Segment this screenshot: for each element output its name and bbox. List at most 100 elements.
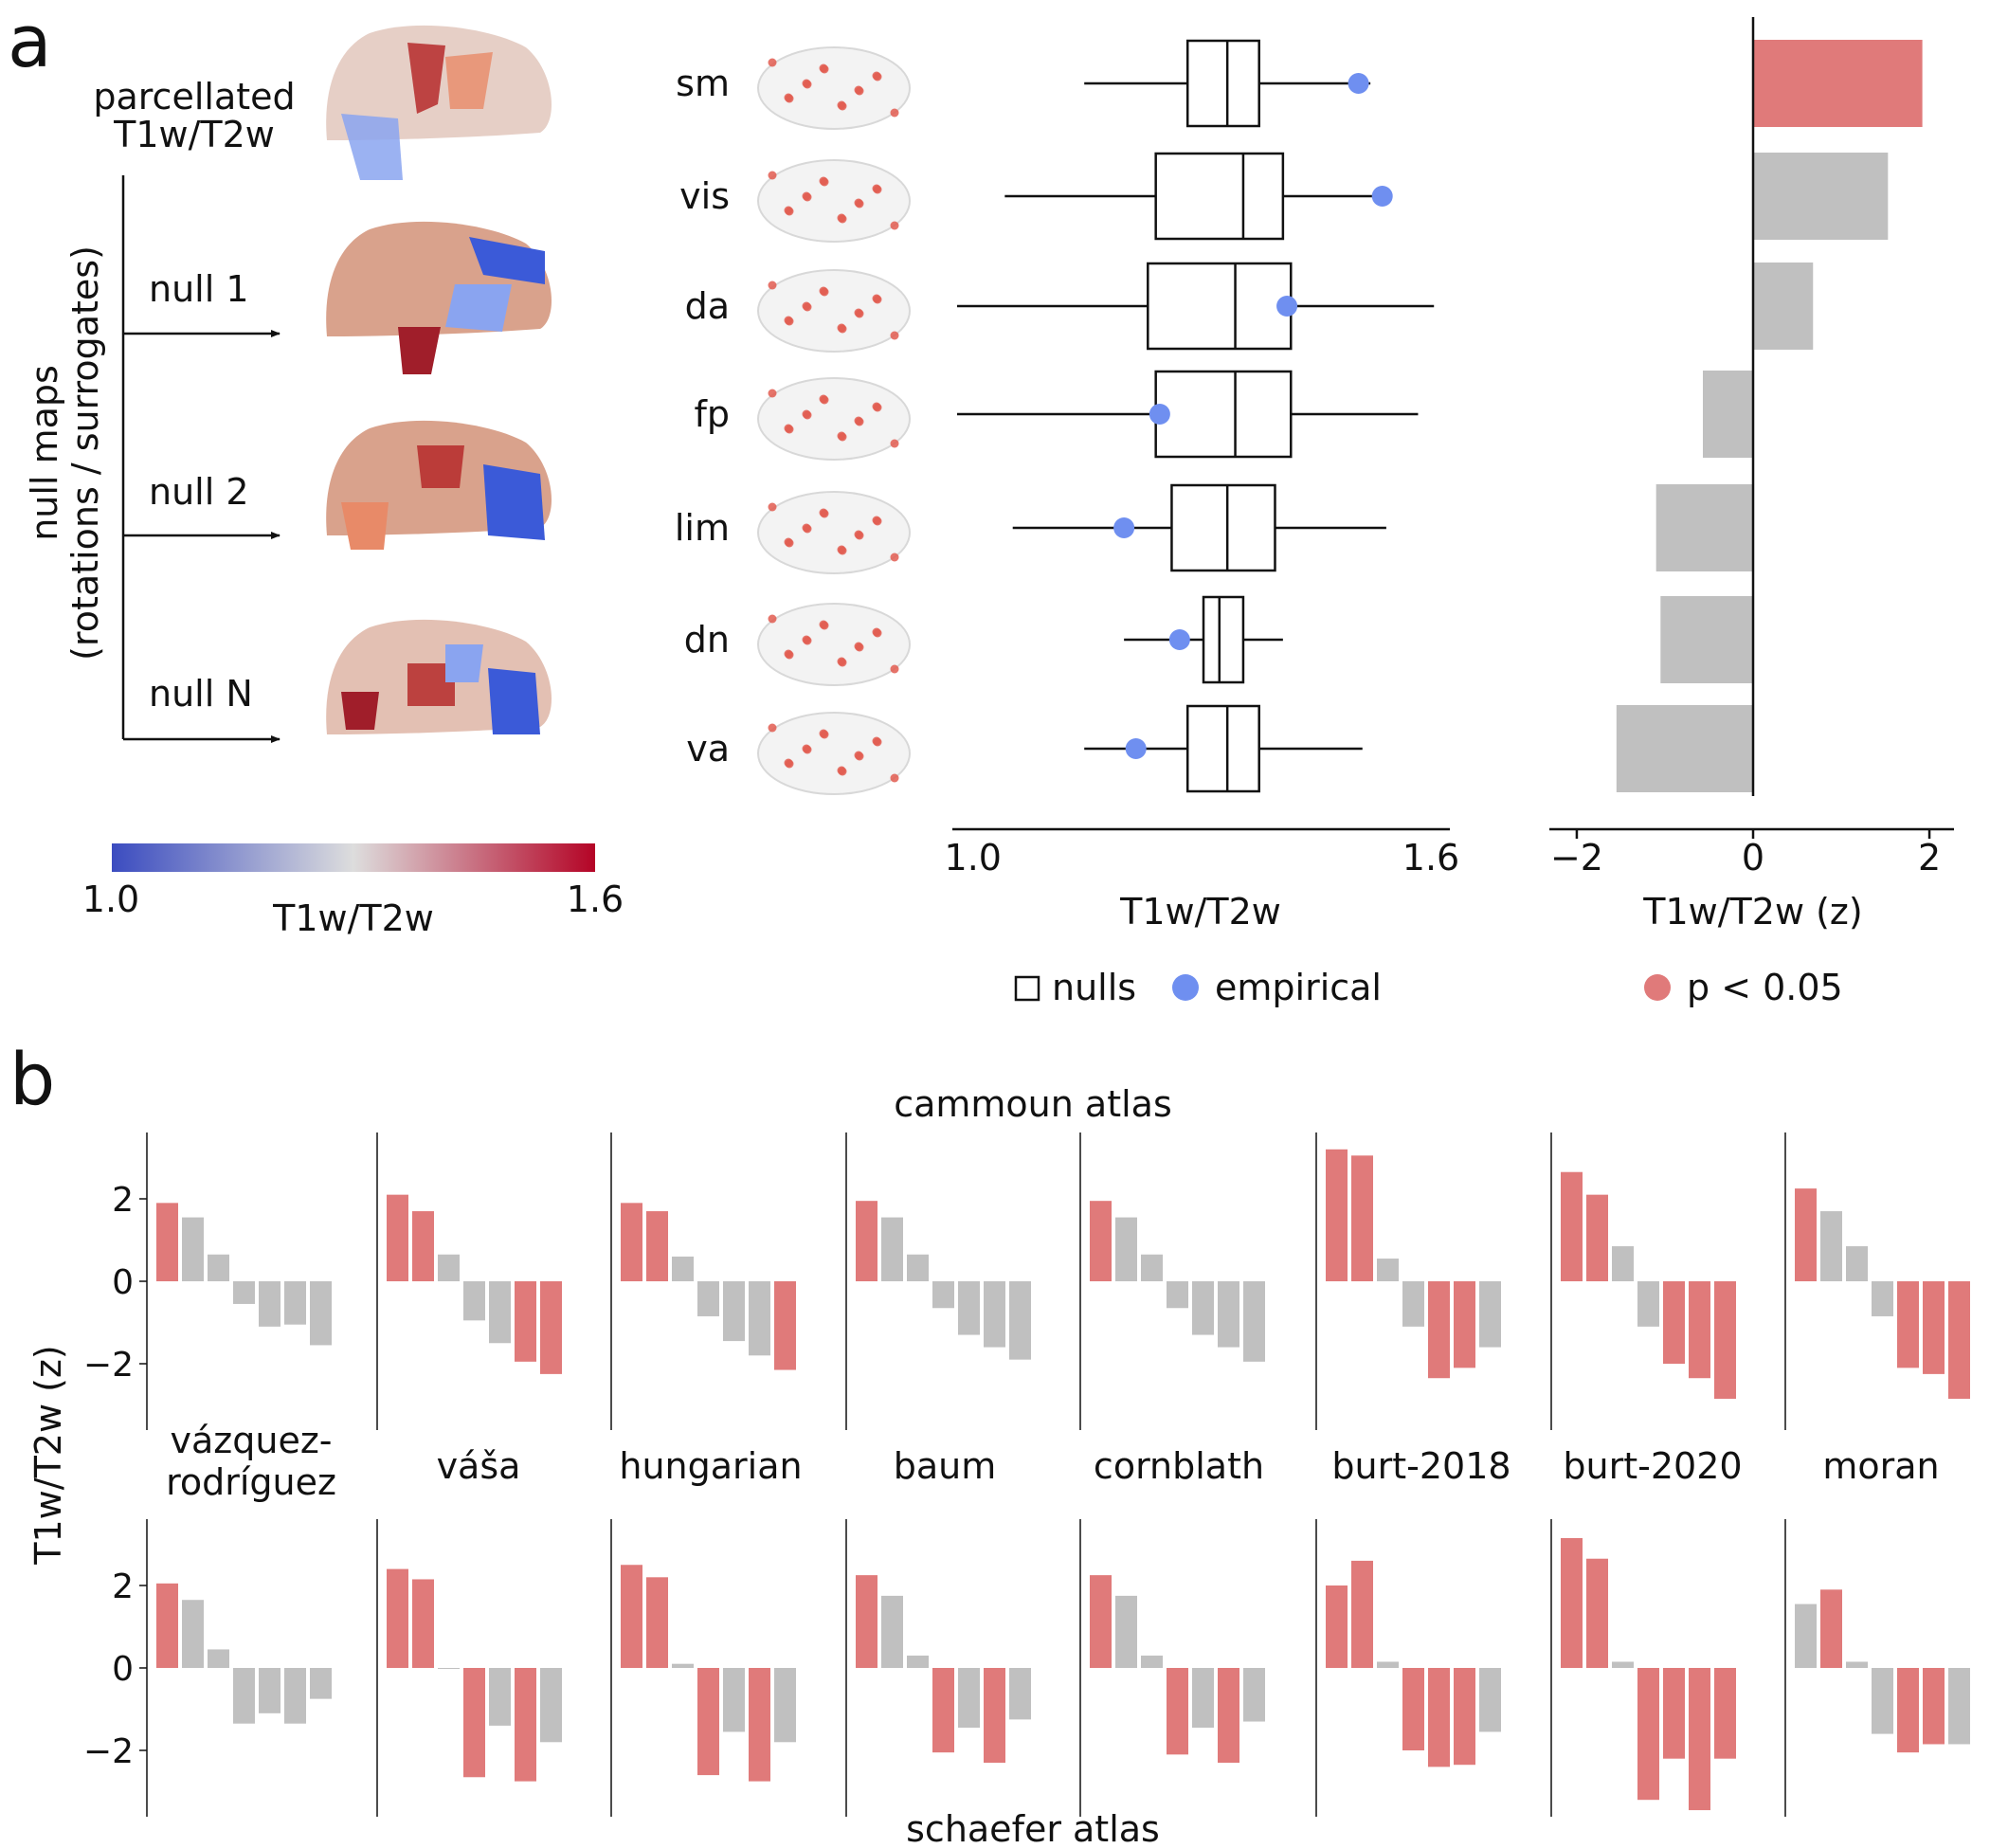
schaefer-bar-vis: [412, 1579, 434, 1668]
schaefer-bar-sm: [387, 1568, 408, 1668]
method-label-1-line1: vázquez-: [171, 1420, 333, 1461]
network-dot: [784, 649, 793, 659]
schaefer-bar-sm: [156, 1583, 178, 1668]
cammoun-bar-lim: [259, 1281, 280, 1327]
significance-legend: p < 0.05: [1644, 967, 1843, 1008]
empirical-point-sm: [1348, 73, 1369, 94]
schaefer-bar-dn: [1218, 1668, 1239, 1764]
cammoun-bar-sm: [856, 1201, 877, 1281]
box-fp: [1154, 370, 1293, 459]
network-dot: [890, 773, 899, 783]
network-dot: [854, 642, 863, 651]
legend-empirical-marker: [1172, 974, 1199, 1001]
brain-outline: [757, 269, 911, 353]
brain-outline: [757, 377, 911, 461]
schaefer-bar-da: [438, 1668, 460, 1669]
schaefer-bar-da: [1612, 1661, 1634, 1668]
cammoun-bar-da: [438, 1254, 460, 1281]
null-2-label: null 2: [149, 471, 249, 513]
cammoun-bar-sm: [1795, 1188, 1817, 1281]
schaefer-bar-dn: [284, 1668, 306, 1724]
cammoun-bar-sm: [1090, 1201, 1112, 1281]
cammoun-bar-va: [1714, 1281, 1736, 1399]
empirical-point-vis: [1371, 186, 1393, 207]
network-dot: [784, 316, 793, 325]
schaefer-bar-vis: [182, 1600, 204, 1668]
network-dot: [837, 431, 846, 441]
cammoun-bar-va: [1009, 1281, 1031, 1360]
schaefer-bar-sm: [1561, 1537, 1583, 1668]
schaefer-bar-fp: [1872, 1668, 1893, 1734]
network-brain-icon-lim: [757, 491, 911, 574]
schaefer-bar-fp: [1402, 1668, 1424, 1750]
cammoun-bar-fp: [1167, 1281, 1188, 1309]
schaefer-bar-va: [1948, 1668, 1970, 1745]
cammoun-bar-lim: [1897, 1281, 1919, 1368]
schaefer-bar-fp: [1167, 1668, 1188, 1755]
schaefer-bar-dn: [1454, 1668, 1475, 1766]
network-dot: [819, 620, 828, 629]
network-dot: [802, 409, 811, 419]
schaefer-bar-va: [1243, 1668, 1265, 1722]
network-dot: [837, 213, 846, 223]
network-dot: [768, 171, 777, 180]
cammoun-bar-va: [774, 1281, 796, 1370]
network-dot: [890, 108, 899, 118]
schaefer-bar-vis: [646, 1577, 668, 1668]
brain-title-line2: T1w/T2w: [113, 114, 275, 155]
schaefer-bar-sm: [856, 1575, 877, 1668]
schaefer-atlas-title: schaefer atlas: [906, 1808, 1160, 1848]
cammoun-bar-dn: [1218, 1281, 1239, 1348]
network-label-fp: fp: [695, 393, 731, 435]
network-label-da: da: [685, 285, 730, 327]
network-dot: [890, 439, 899, 448]
cammoun-bar-vis: [1351, 1155, 1373, 1281]
schaefer-bar-lim: [259, 1668, 280, 1713]
network-dot: [819, 508, 828, 517]
schaefer-bar-da: [1846, 1661, 1868, 1668]
network-dot: [837, 657, 846, 666]
cammoun-bar-lim: [1192, 1281, 1214, 1335]
boxplot-x-axis-label: T1w/T2w: [1119, 891, 1281, 933]
schaefer-y-tick-label: 0: [112, 1650, 134, 1689]
network-dot: [854, 416, 863, 426]
cammoun-y-tick-label: 0: [112, 1263, 134, 1302]
cammoun-bar-fp: [1637, 1281, 1659, 1327]
cammoun-bar-fp: [233, 1281, 255, 1304]
null-n-label: null N: [149, 673, 253, 715]
colorbar-min-label: 1.0: [82, 879, 139, 920]
network-dot: [872, 71, 881, 81]
cammoun-bar-sm: [156, 1203, 178, 1281]
empirical-point-va: [1125, 738, 1147, 759]
method-label-5: cornblath: [1094, 1445, 1264, 1487]
network-dot: [872, 294, 881, 303]
cammoun-bar-vis: [412, 1211, 434, 1281]
panel-label-b: b: [9, 1037, 55, 1121]
schaefer-bar-fp: [1637, 1668, 1659, 1801]
colorbar-label: T1w/T2w: [272, 897, 434, 939]
network-dot: [819, 729, 828, 738]
cammoun-bar-va: [540, 1281, 562, 1374]
method-label-6: burt-2018: [1331, 1445, 1511, 1487]
brain-null-1: [326, 221, 552, 374]
network-dot: [784, 206, 793, 215]
network-dot: [837, 766, 846, 775]
schaefer-bar-fp: [932, 1668, 954, 1753]
schaefer-bar-lim: [723, 1668, 745, 1732]
cammoun-bar-lim: [489, 1281, 511, 1344]
method-label-7: burt-2020: [1563, 1445, 1742, 1487]
box-lim: [1170, 483, 1276, 572]
cammoun-bar-va: [1479, 1281, 1501, 1348]
network-dot: [768, 614, 777, 624]
panel-label-a: a: [8, 0, 52, 83]
cammoun-bar-va: [1948, 1281, 1970, 1399]
legend-significant-marker: [1644, 974, 1671, 1001]
cammoun-bar-da: [1846, 1246, 1868, 1281]
zscore-x-tick-label: 2: [1918, 837, 1941, 879]
brain-title-line1: parcellated: [93, 76, 295, 118]
network-dot: [837, 545, 846, 554]
cammoun-bar-sm: [387, 1194, 408, 1281]
brain-outline: [757, 603, 911, 686]
network-brain-icon-va: [757, 712, 911, 795]
